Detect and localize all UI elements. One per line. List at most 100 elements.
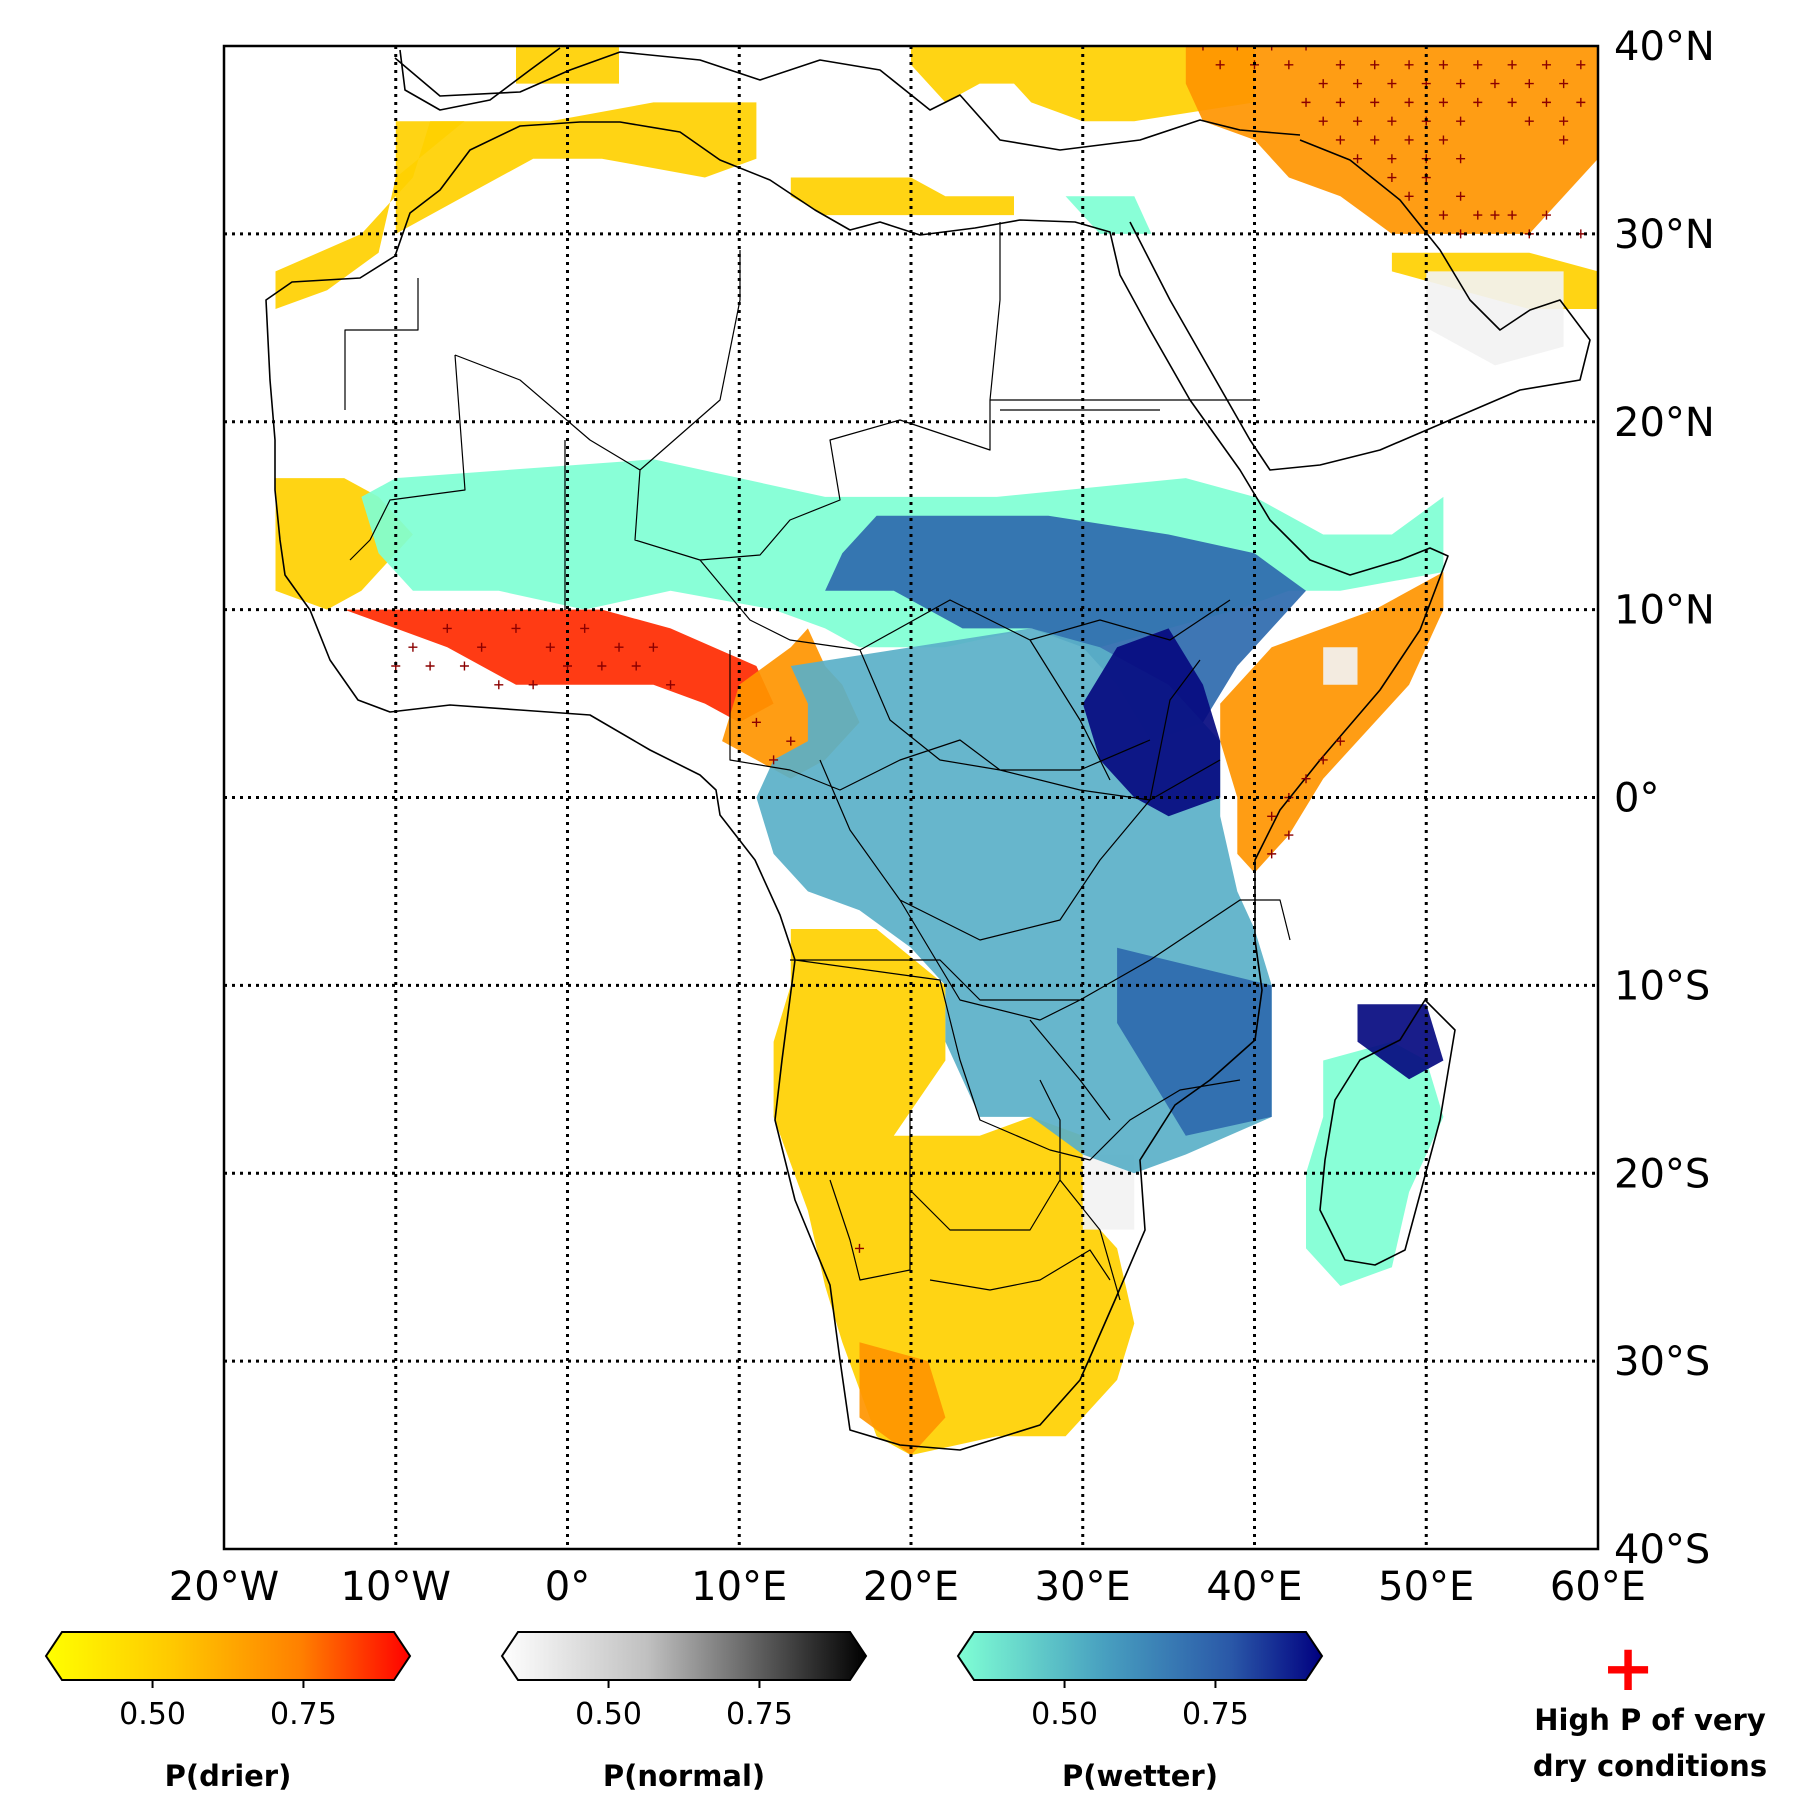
marker-legend: + High P of very dry conditions (1533, 1632, 1767, 1783)
region-drier-1 (275, 121, 465, 309)
dry-marker (1404, 135, 1414, 145)
dry-marker (1576, 97, 1586, 107)
coastlines (265, 47, 1591, 1451)
y-tick-label: 20°S (1614, 1151, 1710, 1197)
dry-marker (666, 680, 676, 690)
dry-marker (1559, 79, 1569, 89)
dry-marker (1438, 135, 1448, 145)
madagascar-coastline (1319, 999, 1456, 1266)
dry-marker (1387, 79, 1397, 89)
colorbar-tick-label: 0.50 (1031, 1697, 1098, 1732)
colorbar-title: P(wetter) (1062, 1759, 1218, 1793)
colorbar-gradient (500, 1631, 868, 1681)
africa-coastline (265, 121, 1449, 1451)
colorbar-tick-label: 0.75 (726, 1697, 793, 1732)
dry-marker (769, 755, 779, 765)
dry-marker (1456, 79, 1466, 89)
x-tick-label: 10°W (341, 1564, 451, 1610)
dry-marker (425, 661, 435, 671)
region-drier-11 (773, 929, 1135, 1456)
dry-marker (1490, 210, 1500, 220)
dry-marker (1335, 135, 1345, 145)
dry-marker (1215, 60, 1225, 70)
map-area (224, 46, 1598, 1549)
y-tick-label: 10°N (1614, 588, 1715, 634)
dry-marker (1541, 97, 1551, 107)
plus-icon: + (1601, 1632, 1655, 1706)
x-tick-label: 10°E (691, 1564, 787, 1610)
dry-marker (1301, 774, 1311, 784)
dry-marker (1370, 135, 1380, 145)
very-dry-markers (391, 46, 1586, 1253)
dry-marker (1232, 46, 1242, 51)
region-wetter-23 (1065, 196, 1152, 234)
colorbar-tick-label: 0.75 (270, 1697, 337, 1732)
region-wetter-19 (1082, 628, 1221, 817)
dry-marker (1541, 210, 1551, 220)
dry-marker (580, 623, 590, 633)
region-drier-12 (859, 1342, 946, 1456)
region-drier-8 (344, 609, 774, 723)
dry-marker (786, 736, 796, 746)
iberia-coastline (399, 47, 561, 111)
dry-marker (1318, 79, 1328, 89)
dry-marker (1387, 116, 1397, 126)
dry-marker (1473, 60, 1483, 70)
y-tick-label: 0° (1614, 776, 1659, 822)
dry-marker (1507, 210, 1517, 220)
x-tick-label: 50°E (1378, 1564, 1474, 1610)
colorbar-tick-label: 0.75 (1182, 1697, 1249, 1732)
dry-marker (1370, 60, 1380, 70)
colorbar-tick-label: 0.50 (575, 1697, 642, 1732)
region-normal-15 (1426, 271, 1564, 366)
colorbar-wetter: 0.50 0.75 P(wetter) (956, 1631, 1324, 1793)
dry-marker (1318, 116, 1328, 126)
colorbar-normal: 0.50 0.75 P(normal) (500, 1631, 868, 1793)
arabia-coastline (1129, 139, 1591, 471)
graticule (224, 46, 1598, 1549)
dry-marker (1456, 154, 1466, 164)
dry-marker (1456, 116, 1466, 126)
dry-marker (1370, 97, 1380, 107)
region-drier-5 (1185, 46, 1598, 234)
dry-marker (408, 642, 418, 652)
dry-marker (1438, 97, 1448, 107)
x-tick-label: 30°E (1035, 1564, 1131, 1610)
dry-marker (1301, 46, 1311, 51)
dry-marker (1267, 849, 1277, 859)
dry-marker (751, 717, 761, 727)
dry-marker (1438, 60, 1448, 70)
dry-marker (1267, 811, 1277, 821)
dry-marker (459, 661, 469, 671)
region-normal-13 (1323, 647, 1358, 685)
region-drier-0 (395, 102, 757, 234)
map-frame (222, 44, 1600, 1551)
dry-marker (1438, 210, 1448, 220)
dry-marker (1387, 173, 1397, 183)
dry-marker (477, 642, 487, 652)
latitude-tick-labels: 40°N 30°N 20°N 10°N 0° 10°S 20°S 30°S 40°S (1614, 24, 1715, 1573)
x-tick-label: 40°E (1206, 1564, 1302, 1610)
mediterranean-north-coastline (394, 51, 1301, 151)
region-wetter-20 (1117, 947, 1272, 1136)
dry-marker (1335, 736, 1345, 746)
dry-marker (1353, 154, 1363, 164)
dry-marker (1490, 79, 1500, 89)
dry-marker (854, 1243, 864, 1253)
region-wetter-22 (1357, 1004, 1444, 1080)
country-borders (344, 222, 1291, 1301)
x-tick-label: 20°E (863, 1564, 959, 1610)
colorbar-gradient (956, 1631, 1324, 1681)
colorbar-gradient (44, 1631, 412, 1681)
dry-marker (528, 680, 538, 690)
region-wetter-21 (1306, 1041, 1444, 1286)
probability-regions (275, 46, 1598, 1456)
dry-marker (1318, 755, 1328, 765)
legend-marker-symbol: + (1601, 1632, 1655, 1706)
region-drier-10 (1220, 572, 1444, 873)
dry-marker (614, 642, 624, 652)
dry-marker (631, 661, 641, 671)
dry-marker (1404, 191, 1414, 201)
dry-marker (1353, 79, 1363, 89)
